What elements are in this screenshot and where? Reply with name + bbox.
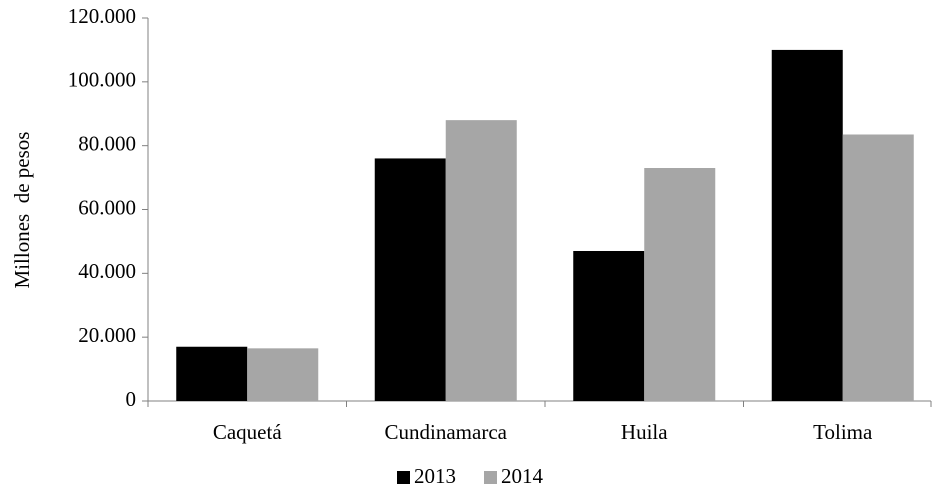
bar <box>176 346 248 401</box>
y-tick-label: 20.000 <box>78 323 136 347</box>
bar <box>771 49 843 402</box>
bar <box>644 168 716 401</box>
y-tick-label: 100.000 <box>68 68 136 92</box>
bar <box>573 250 645 401</box>
legend-swatch <box>397 471 410 484</box>
x-tick-label: Tolima <box>813 420 873 444</box>
bar <box>842 134 914 401</box>
y-axis-label: Millones de pesos <box>10 132 34 289</box>
x-tick-label: Caquetá <box>213 420 282 444</box>
legend-label: 2013 <box>414 464 456 488</box>
legend-swatch <box>484 471 497 484</box>
y-tick-label: 120.000 <box>68 4 136 28</box>
y-tick-label: 80.000 <box>78 131 136 155</box>
y-tick-label: 40.000 <box>78 259 136 283</box>
bar <box>374 158 446 401</box>
legend-label: 2014 <box>501 464 544 488</box>
y-tick-label: 0 <box>126 387 137 411</box>
x-tick-label: Huila <box>621 420 668 444</box>
bar <box>445 120 517 401</box>
y-tick-label: 60.000 <box>78 195 136 219</box>
bar <box>247 348 319 401</box>
x-tick-label: Cundinamarca <box>385 420 508 444</box>
